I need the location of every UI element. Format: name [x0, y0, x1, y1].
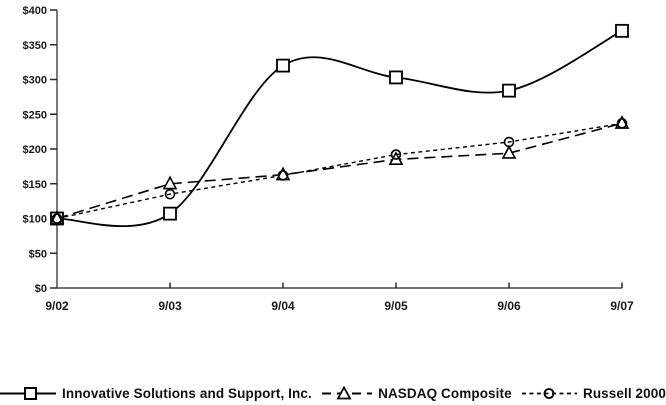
x-axis-label: 9/02	[45, 299, 69, 313]
chart-legend: Innovative Solutions and Support, Inc. N…	[0, 383, 666, 403]
legend-item-nasdaq-composite: NASDAQ Composite	[322, 385, 512, 401]
legend-item-russell-2000: Russell 2000	[521, 385, 666, 401]
y-axis-label: $150	[23, 179, 47, 191]
square-marker	[502, 83, 516, 98]
y-axis-label: $50	[29, 248, 47, 260]
triangle-marker	[162, 175, 178, 190]
square-marker	[389, 70, 403, 85]
y-axis-label: $0	[35, 283, 47, 295]
series-line-2	[56, 122, 623, 220]
square-marker	[163, 206, 177, 221]
circle-marker	[390, 149, 402, 160]
triangle-marker	[501, 144, 517, 159]
square-marker	[615, 23, 629, 38]
circle-marker	[616, 117, 628, 129]
x-axis-label: 9/07	[610, 299, 634, 313]
circle-marker	[503, 136, 515, 148]
x-axis-label: 9/04	[271, 299, 295, 313]
x-axis-label: 9/06	[497, 299, 521, 313]
legend-item-innovative-solutions: Innovative Solutions and Support, Inc.	[0, 386, 312, 401]
circle-marker	[277, 170, 289, 181]
legend-label-innovative-solutions: Innovative Solutions and Support, Inc.	[62, 385, 312, 401]
y-axis-label: $100	[23, 214, 47, 226]
short-dash-line-circle-marker-icon	[521, 387, 577, 399]
y-axis-label: $250	[23, 109, 47, 121]
x-axis-label: 9/03	[158, 299, 182, 313]
circle-marker	[164, 188, 176, 200]
legend-label-nasdaq-composite: NASDAQ Composite	[378, 385, 512, 401]
long-dash-line-triangle-marker-icon	[322, 385, 373, 399]
square-marker	[276, 58, 290, 73]
legend-label-russell-2000: Russell 2000	[582, 385, 666, 401]
series-line-0	[56, 30, 623, 227]
stock-performance-chart: $0 $50 $100 $150 $200 $250 $300 $350 $400 9/02 9/0…	[23, 5, 634, 313]
circle-marker	[51, 213, 63, 224]
solid-line-square-marker-icon	[0, 386, 56, 400]
y-axis-label: $200	[23, 144, 47, 156]
y-axis-label: $350	[23, 40, 47, 52]
series-line-1	[56, 122, 623, 220]
y-axis-label: $300	[23, 75, 47, 87]
x-axis-label: 9/05	[384, 299, 408, 313]
y-axis-label: $400	[23, 5, 47, 17]
